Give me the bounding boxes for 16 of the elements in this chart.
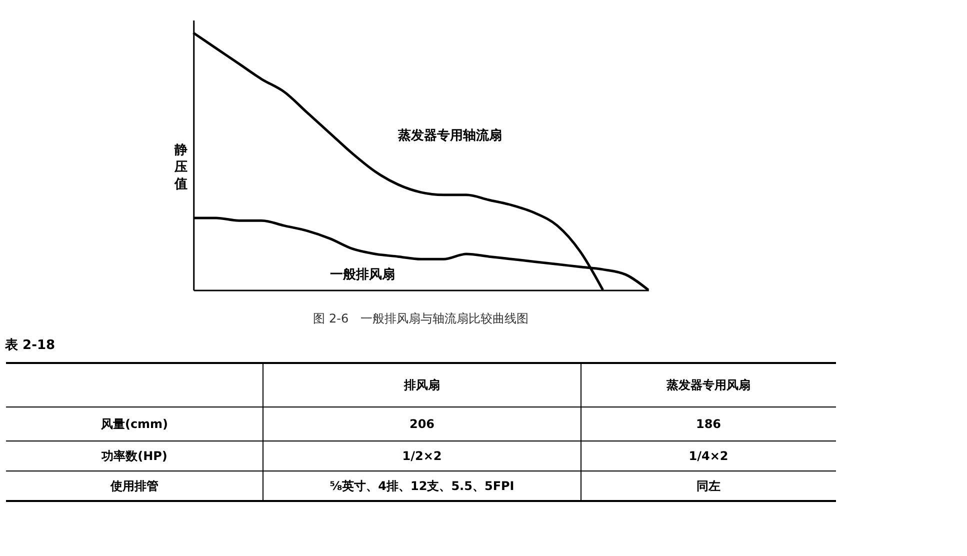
text: 1/2×2 [402,449,442,463]
text: 排风扇 [403,378,440,392]
text: 206 [409,417,435,431]
y-axis-title: 静压值 [173,143,188,192]
text: 186 [696,417,722,431]
text: 1/4×2 [688,449,728,463]
text: 蒸发器专用轴流扇 [397,128,502,144]
text: 使用排管 [110,479,158,493]
text: 表 2-18 [4,338,56,353]
text: 蒸发器专用风扇 [666,378,750,392]
series-label: 一般排风扇 [330,266,395,283]
text: 同左 [696,479,720,493]
text: 风量(cmm) [100,417,168,431]
text: 图 2-6 一般排风扇与轴流扇比较曲线图 [313,311,529,326]
text: 功率数(HP) [100,449,168,463]
text: ⅝英寸、4排、12支、5.5、5FPI [330,479,514,493]
